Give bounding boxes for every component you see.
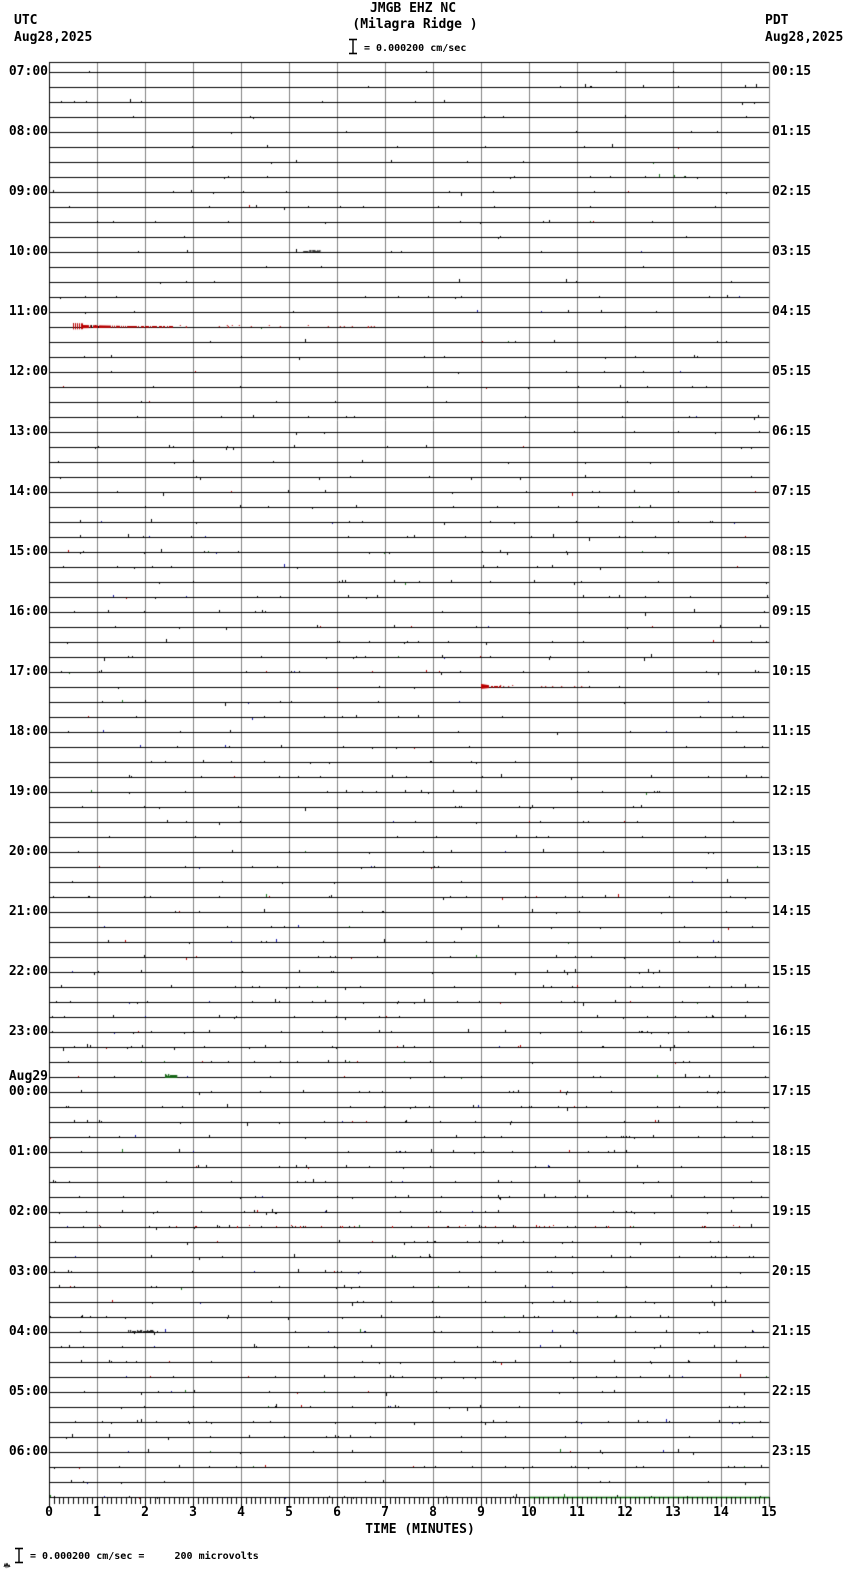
x-tick-label: 3 [189,1505,197,1520]
right-pdt-time-label: 10:15 [772,664,812,679]
x-tick-label: 7 [381,1505,389,1520]
x-tick-label: 11 [569,1505,585,1520]
left-utc-time-label: 02:00 [8,1204,48,1219]
x-tick-label: 4 [237,1505,245,1520]
left-utc-time-label: 18:00 [8,724,48,739]
right-pdt-time-label: 13:15 [772,844,812,859]
x-tick-label: 5 [285,1505,293,1520]
pdt-heading: PDT [765,13,789,28]
x-tick-label: 14 [713,1505,729,1520]
x-tick-label: 10 [521,1505,537,1520]
left-utc-time-label: 15:00 [8,544,48,559]
left-utc-time-label: 23:00 [8,1024,48,1039]
right-pdt-time-label: 05:15 [772,364,812,379]
x-tick-label: 15 [761,1505,777,1520]
left-utc-time-label: 21:00 [8,904,48,919]
x-axis-title: TIME (MINUTES) [365,1522,475,1537]
left-utc-time-label: 05:00 [8,1384,48,1399]
left-utc-time-label: 22:00 [8,964,48,979]
scale-ibar-icon [348,38,358,59]
x-tick-label: 1 [93,1505,101,1520]
left-utc-time-label: 20:00 [8,844,48,859]
left-utc-time-label: 14:00 [8,484,48,499]
left-utc-time-label: 08:00 [8,124,48,139]
x-tick-label: 12 [617,1505,633,1520]
right-pdt-time-label: 23:15 [772,1444,812,1459]
calibration-note: = 0.000200 cm/sec = 200 microvolts [30,1551,259,1562]
left-utc-time-label: 11:00 [8,304,48,319]
right-pdt-time-label: 18:15 [772,1144,812,1159]
right-pdt-time-label: 09:15 [772,604,812,619]
left-utc-time-label: 04:00 [8,1324,48,1339]
right-pdt-time-label: 00:15 [772,64,812,79]
left-utc-time-label: 19:00 [8,784,48,799]
right-pdt-time-label: 14:15 [772,904,812,919]
right-pdt-time-label: 22:15 [772,1384,812,1399]
right-pdt-time-label: 02:15 [772,184,812,199]
right-pdt-time-label: 07:15 [772,484,812,499]
left-utc-time-label: 01:00 [8,1144,48,1159]
right-pdt-time-label: 15:15 [772,964,812,979]
left-utc-time-label: 03:00 [8,1264,48,1279]
x-tick-label: 9 [477,1505,485,1520]
left-utc-time-label: 16:00 [8,604,48,619]
station-code-title: JMGB EHZ NC [369,1,457,16]
left-utc-time-label: 00:00 [8,1084,48,1099]
right-pdt-time-label: 21:15 [772,1324,812,1339]
left-utc-time-label: 09:00 [8,184,48,199]
right-pdt-time-label: 12:15 [772,784,812,799]
right-pdt-time-label: 06:15 [772,424,812,439]
utc-date: Aug28,2025 [14,30,93,45]
date-rollover-label: Aug29 [8,1069,48,1084]
right-pdt-time-label: 08:15 [772,544,812,559]
calibration-squiggle-icon [3,1554,12,1573]
right-pdt-time-label: 19:15 [772,1204,812,1219]
pdt-date: Aug28,2025 [765,30,844,45]
station-name-subtitle: (Milagra Ridge ) [352,17,478,32]
x-tick-label: 2 [141,1505,149,1520]
right-pdt-time-label: 16:15 [772,1024,812,1039]
right-pdt-time-label: 03:15 [772,244,812,259]
x-tick-label: 13 [665,1505,681,1520]
right-pdt-time-label: 17:15 [772,1084,812,1099]
scale-text: = 0.000200 cm/sec [364,43,467,54]
x-tick-label: 8 [429,1505,437,1520]
utc-heading: UTC [14,13,38,28]
left-utc-time-label: 06:00 [8,1444,48,1459]
left-utc-time-label: 10:00 [8,244,48,259]
left-utc-time-label: 12:00 [8,364,48,379]
right-pdt-time-label: 20:15 [772,1264,812,1279]
right-pdt-time-label: 11:15 [772,724,812,739]
left-utc-time-label: 17:00 [8,664,48,679]
left-utc-time-label: 07:00 [8,64,48,79]
left-utc-time-label: 13:00 [8,424,48,439]
calibration-ibar-icon [14,1547,24,1568]
x-tick-label: 6 [333,1505,341,1520]
right-pdt-time-label: 01:15 [772,124,812,139]
right-pdt-time-label: 04:15 [772,304,812,319]
x-tick-label: 0 [45,1505,53,1520]
